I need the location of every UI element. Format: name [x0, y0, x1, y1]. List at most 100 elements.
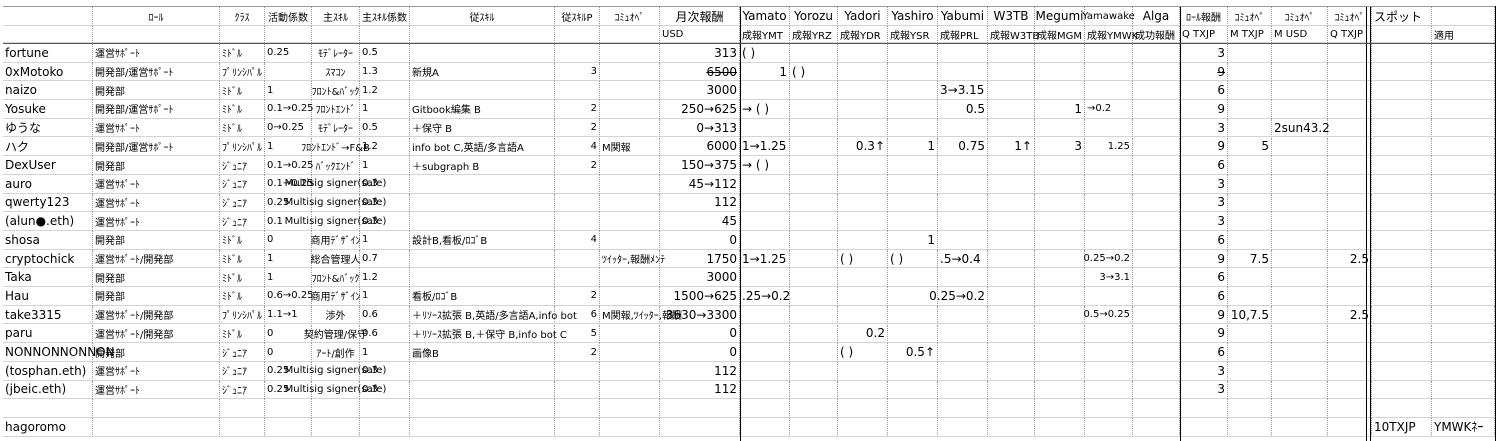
cell: M TXJP [1228, 26, 1272, 43]
cell-text: ハク [5, 139, 30, 154]
cell-text: ｸﾗｽ [234, 12, 250, 24]
cell-text: 250→625 [681, 101, 737, 116]
cell-text: ｼﾞｭﾆｱ [222, 217, 247, 229]
cell-text: 開発部/運営ｻﾎﾟｰﾄ [95, 68, 174, 80]
cell [790, 156, 838, 175]
cell [1432, 399, 1495, 418]
cell-text: 0.6→0.25 [267, 290, 314, 302]
cell [1133, 268, 1180, 288]
cell [312, 26, 360, 43]
cell [600, 193, 660, 213]
cell: 250→625 [660, 100, 740, 119]
cell [988, 287, 1035, 306]
cell [790, 174, 838, 194]
cell: 0.25→0.2 [1083, 249, 1133, 269]
cell-text: 3 [1217, 363, 1225, 378]
cell [1035, 249, 1085, 269]
cell [1272, 380, 1328, 400]
cell: ｼﾞｭﾆｱ [220, 361, 265, 381]
cell [1133, 100, 1180, 119]
cell: 6 [1180, 231, 1228, 250]
cell: info bot C,英語/多言語A [410, 137, 555, 157]
cell: Multisig signer(safe) [285, 380, 386, 400]
cell: 5 [1228, 137, 1272, 157]
cell [988, 44, 1035, 63]
cell-text: 3 [1217, 382, 1225, 397]
cell-text: ＋ﾘｿｰｽ拡張 B,＋保守 B,info bot C [412, 329, 567, 341]
cell-text: 0.3 [362, 383, 378, 395]
cell [1085, 399, 1133, 418]
cell: 開発部/運営ｻﾎﾟｰﾄ [93, 62, 220, 82]
cell [555, 249, 600, 269]
cell-text: M TXJP [1230, 28, 1264, 40]
cell-text: 1.2 [362, 271, 378, 283]
cell: 総合管理人 [311, 249, 361, 269]
cell: ﾌﾛﾝﾄ&ﾊﾞｯｸ [312, 81, 360, 101]
cell [888, 156, 938, 175]
cell [790, 137, 838, 157]
cell [790, 324, 838, 344]
cell-text: 0.6 [362, 327, 378, 339]
cell [1372, 305, 1432, 325]
cell [1035, 399, 1085, 418]
cell-text: 0.5→0.25 [1083, 309, 1130, 321]
cell: 活動係数 [265, 7, 312, 26]
cell: 0.5→0.25 [1083, 305, 1133, 325]
cell-text: 開発部 [95, 273, 125, 285]
cell [790, 418, 838, 437]
cell [1035, 193, 1085, 213]
cell-text: 0xMotoko [5, 64, 64, 79]
cell: ﾓﾃﾞﾚｰﾀｰ [312, 44, 360, 63]
cell-text: 開発部 [95, 236, 125, 248]
cell [410, 249, 555, 269]
cell: 3000 [660, 81, 740, 101]
cell [1372, 156, 1432, 175]
cell-text: 0.2 [865, 326, 885, 341]
cell: 0.1→0.25 [265, 174, 314, 194]
cell [555, 174, 600, 194]
cell-text: 150→375 [681, 158, 737, 173]
cell [1272, 361, 1328, 381]
cell [1432, 44, 1495, 63]
cell: ｱｰﾄ/創作 [312, 343, 360, 362]
cell [600, 268, 660, 288]
cell [600, 231, 660, 250]
cell: Multisig signer(safe) [285, 361, 386, 381]
cell: 0.1 [265, 212, 312, 231]
cell-text: (tosphan.eth) [5, 363, 87, 378]
cell-text: 0.5 [362, 122, 378, 134]
cell: 月次報酬 [660, 7, 740, 26]
cell: 開発部 [93, 343, 220, 362]
cell [988, 305, 1035, 325]
cell: 6 [1180, 156, 1228, 175]
cell [1372, 118, 1432, 138]
cell-text: ﾐﾄﾞﾙ [222, 86, 242, 98]
cell [1133, 118, 1180, 138]
cell [410, 81, 555, 101]
cell [888, 212, 938, 231]
cell [740, 305, 790, 325]
cell [1228, 418, 1272, 437]
cell [1085, 193, 1133, 213]
cell [600, 287, 660, 306]
cell [1432, 7, 1495, 26]
cell: 看板/ﾛｺﾞB [410, 287, 555, 306]
cell [1085, 174, 1133, 194]
cell [1272, 287, 1328, 306]
cell [740, 231, 790, 250]
cell [1133, 137, 1180, 157]
cell [790, 268, 838, 288]
cell-text: ( ) [792, 64, 806, 79]
cell-text: 0.6 [362, 309, 378, 321]
cell-text: 1 [362, 234, 369, 246]
cell: (alun●.eth) [3, 212, 93, 231]
cell-text: ﾌﾟﾘﾝｼﾊﾟﾙ [222, 142, 262, 154]
cell: 1.3 [360, 62, 410, 82]
cell [988, 174, 1035, 194]
cell [555, 212, 600, 231]
cell: 6 [1180, 287, 1228, 306]
cell-text: 商用ﾃﾞｻﾞｲﾝ [310, 236, 361, 248]
cell [600, 361, 660, 381]
cell-text: M関報,ﾂｲｯﾀｰ,報酬 [602, 311, 682, 323]
